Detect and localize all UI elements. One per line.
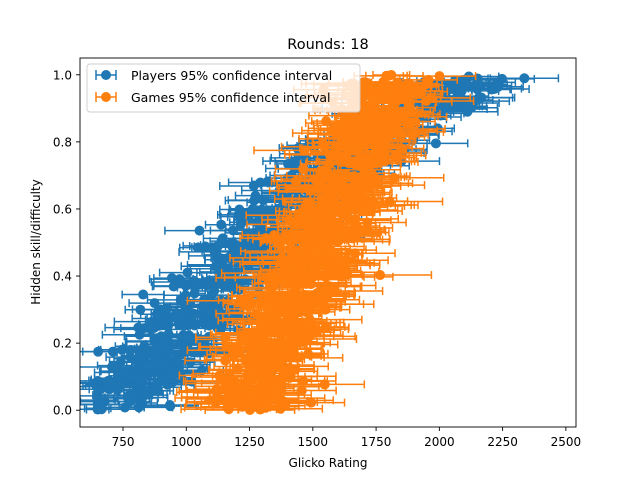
data-point [274, 245, 378, 256]
data-point [339, 222, 371, 233]
data-point [327, 270, 433, 281]
data-point [332, 233, 373, 244]
data-point [282, 213, 327, 224]
data-point [125, 362, 179, 373]
data-point [245, 364, 273, 375]
data-point [333, 132, 379, 143]
data-point [274, 163, 332, 174]
data-point [295, 222, 377, 233]
y-tick-label: 0.8 [53, 135, 72, 149]
data-point [462, 77, 492, 88]
data-point [237, 403, 324, 414]
data-point [266, 385, 337, 396]
legend-box [86, 63, 361, 113]
data-point [186, 295, 295, 306]
y-tick-label: 0.4 [53, 270, 72, 284]
data-point [290, 196, 330, 207]
data-point [377, 143, 425, 154]
data-point [150, 276, 212, 287]
data-point [284, 379, 366, 390]
y-tick-label: 1.0 [53, 68, 72, 82]
data-point [286, 300, 337, 311]
legend-label-players: Players 95% confidence interval [131, 68, 332, 83]
y-axis-label: Hidden skill/difficulty [29, 179, 43, 305]
legend: Players 95% confidence interval Games 95… [86, 63, 361, 113]
data-point [113, 324, 189, 335]
chart-title: Rounds: 18 [287, 37, 368, 53]
x-tick-label: 1500 [298, 435, 329, 449]
data-point [339, 206, 403, 217]
data-point [145, 338, 183, 349]
data-point [249, 311, 303, 322]
data-point [319, 125, 375, 136]
legend-marker-games [95, 92, 117, 102]
y-tick-label: 0.2 [53, 337, 72, 351]
data-point [266, 335, 295, 346]
x-tick-label: 2000 [424, 435, 455, 449]
data-point [218, 390, 256, 401]
data-point [318, 180, 370, 191]
data-point [397, 129, 429, 140]
x-tick-label: 1250 [234, 435, 265, 449]
x-tick-label: 1750 [361, 435, 392, 449]
data-point [195, 334, 290, 345]
data-point [296, 286, 355, 297]
data-point [309, 146, 405, 157]
x-tick-label: 2250 [487, 435, 518, 449]
data-point [257, 278, 293, 289]
data-point [370, 77, 424, 88]
x-tick-label: 1000 [171, 435, 202, 449]
data-point [309, 189, 391, 200]
data-point [82, 380, 143, 391]
data-point [288, 149, 372, 160]
y-tick-label: 0.6 [53, 202, 72, 216]
data-point [286, 170, 385, 181]
data-point [218, 375, 326, 386]
data-point [199, 341, 254, 352]
data-point [124, 304, 157, 315]
data-point [374, 120, 406, 131]
data-point [223, 393, 326, 404]
data-point [306, 138, 339, 149]
data-point [108, 370, 137, 381]
x-axis-label: Glicko Rating [289, 456, 368, 470]
data-point [211, 398, 311, 409]
data-point [123, 331, 199, 342]
data-point [243, 319, 291, 330]
legend-label-games: Games 95% confidence interval [131, 90, 331, 105]
data-points-layer [80, 70, 560, 415]
data-point [103, 392, 153, 403]
x-tick-label: 750 [112, 435, 135, 449]
data-point [135, 349, 180, 360]
legend-marker-players [95, 70, 117, 80]
data-point [243, 265, 344, 276]
y-axis: 0.0 0.2 0.4 0.6 0.8 1.0 [53, 68, 80, 418]
data-point [340, 155, 381, 166]
y-tick-label: 0.0 [53, 404, 72, 418]
data-point [229, 351, 303, 362]
data-point [215, 272, 320, 283]
data-point [285, 207, 381, 218]
x-tick-label: 2500 [551, 435, 582, 449]
data-point [346, 137, 382, 148]
data-point [285, 271, 328, 282]
data-point [229, 252, 336, 263]
plot-frame [79, 57, 577, 428]
x-axis: 750 1000 1250 1500 1750 2000 2250 2500 [112, 427, 582, 449]
data-point [151, 281, 196, 292]
data-point [306, 156, 401, 167]
data-point [182, 240, 254, 251]
